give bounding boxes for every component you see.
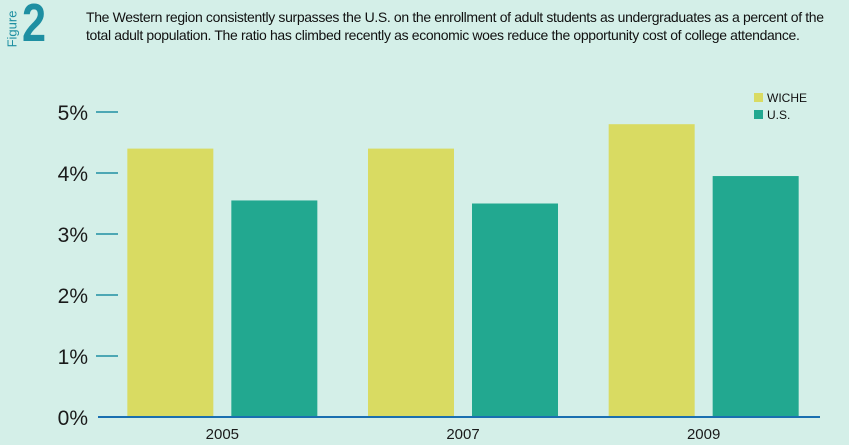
bar-us-2009	[712, 176, 799, 417]
bar-wiche-2007	[368, 148, 454, 417]
bar-us-2005	[231, 200, 318, 417]
legend-swatch	[754, 110, 763, 119]
x-tick-label: 2007	[446, 426, 479, 443]
x-tick-label: 2005	[206, 426, 239, 443]
legend-label: U.S.	[767, 108, 790, 122]
y-tick-label: 4%	[58, 163, 88, 186]
y-tick-label: 2%	[58, 285, 88, 308]
legend-swatch	[754, 93, 763, 102]
legend-label: WICHE	[767, 91, 807, 105]
y-tick-label: 0%	[58, 407, 88, 430]
figure-caption: The Western region consistently surpasse…	[86, 9, 824, 43]
y-tick-label: 3%	[58, 224, 88, 247]
bar-wiche-2009	[608, 124, 695, 417]
y-tick-label: 5%	[58, 102, 88, 125]
x-tick-label: 2009	[687, 426, 720, 443]
y-tick-label: 1%	[58, 346, 88, 369]
figure-number: 2	[22, 0, 47, 53]
bar-wiche-2005	[127, 148, 214, 417]
bar-us-2007	[472, 203, 558, 417]
